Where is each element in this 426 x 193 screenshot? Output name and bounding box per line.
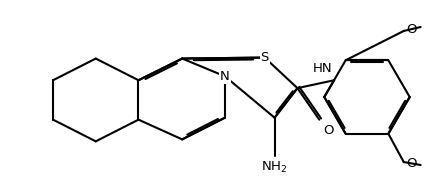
Text: HN: HN bbox=[313, 62, 332, 75]
Text: O: O bbox=[323, 124, 334, 137]
Text: O: O bbox=[407, 157, 417, 169]
Text: O: O bbox=[407, 24, 417, 36]
Text: NH$_2$: NH$_2$ bbox=[262, 160, 288, 175]
Text: N: N bbox=[220, 70, 230, 83]
Text: S: S bbox=[260, 51, 269, 64]
